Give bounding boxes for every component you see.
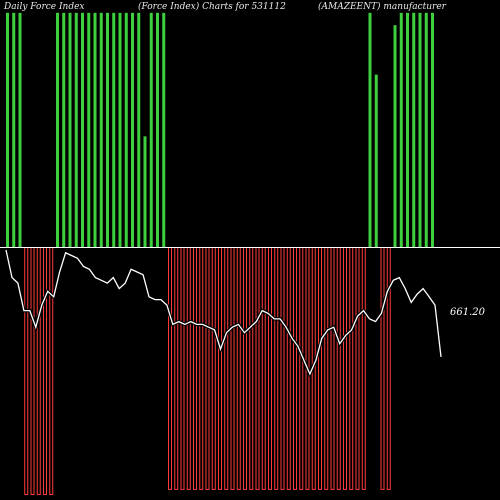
force-index-bar (30, 247, 35, 495)
force-index-bar (193, 247, 197, 490)
force-index-bars (6, 12, 434, 495)
force-index-bar (149, 12, 153, 248)
force-index-bar (12, 12, 16, 248)
force-index-bar (199, 247, 204, 490)
force-index-bar (162, 12, 166, 248)
force-index-bar (43, 247, 47, 495)
force-index-bar (230, 247, 235, 490)
force-index-bar (211, 247, 216, 490)
force-index-bar (412, 12, 416, 248)
force-index-bar (399, 12, 403, 248)
force-index-bar (62, 12, 66, 248)
force-index-bar (56, 12, 59, 248)
price-line-group (4, 249, 443, 379)
force-index-bar (324, 247, 329, 490)
force-index-bar (224, 247, 229, 490)
force-index-bar (156, 12, 159, 248)
force-index-bar (355, 247, 360, 490)
force-index-bar (368, 12, 372, 248)
force-index-bar (330, 247, 335, 490)
force-index-bar (180, 247, 185, 490)
force-index-bar (118, 12, 122, 248)
force-index-bar (124, 12, 128, 248)
force-index-bar (274, 247, 279, 490)
force-index-bar (205, 247, 210, 490)
force-index-bar (268, 247, 272, 490)
force-index-bar (112, 12, 116, 248)
force-index-bar (24, 247, 29, 495)
force-index-bar (99, 12, 103, 248)
force-index-bar (393, 25, 397, 248)
force-index-bar (49, 247, 54, 495)
force-index-bar (236, 247, 241, 490)
force-index-bar (81, 12, 84, 248)
force-index-bar (168, 247, 172, 490)
force-index-bar (418, 12, 422, 248)
force-index-bar (318, 247, 322, 490)
force-index-bar (343, 247, 347, 490)
force-index-bar (424, 12, 428, 248)
force-index-bar (74, 12, 78, 248)
force-index-bar (380, 247, 385, 490)
force-index-bar (255, 247, 260, 490)
force-index-bar (299, 247, 304, 490)
force-index-bar (36, 247, 41, 495)
price-line (5, 249, 442, 376)
price-line-shadow (4, 249, 443, 379)
force-index-bar (431, 12, 434, 248)
force-index-bar (336, 247, 341, 490)
force-index-bar (87, 12, 91, 248)
chart-title-part3: (AMAZEENT) manufacturer (318, 2, 446, 12)
force-index-bar (293, 247, 297, 490)
force-index-bar (174, 247, 179, 490)
chart-title-part2: (Force Index) Charts for 531112 (138, 2, 286, 12)
force-index-bar (6, 12, 9, 248)
force-index-bar (68, 12, 72, 248)
force-index-bar (249, 247, 254, 490)
force-index-bar (406, 12, 409, 248)
force-index-bar (361, 247, 366, 490)
force-index-bar (131, 12, 134, 248)
force-index-bar (374, 74, 378, 248)
force-index-bar (218, 247, 222, 490)
force-index-bar (280, 247, 285, 490)
force-index-bar (143, 136, 147, 248)
force-index-bar (286, 247, 291, 490)
last-price-label: 661.20 (450, 307, 485, 318)
force-index-bar (261, 247, 266, 490)
force-index-bar (137, 12, 141, 248)
force-index-bar (186, 247, 191, 490)
chart-title-part1: Daily Force Index (4, 2, 85, 12)
force-index-bar (93, 12, 97, 248)
force-index-bar (106, 12, 109, 248)
force-index-bar (18, 12, 22, 248)
force-index-bar (243, 247, 247, 490)
force-index-bar (349, 247, 354, 490)
